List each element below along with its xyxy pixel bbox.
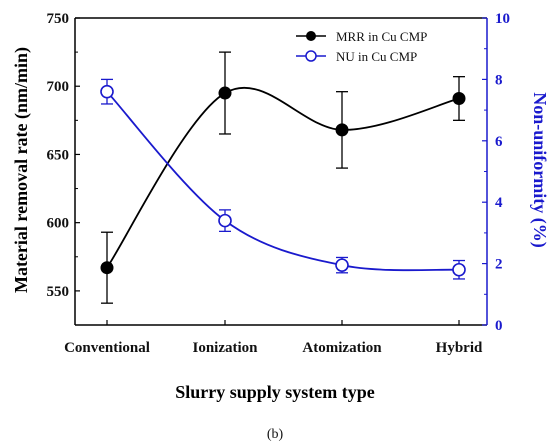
y-tick-label-right: 2	[495, 257, 503, 273]
series-curves	[106, 86, 460, 272]
y-tick-label-left: 550	[47, 284, 70, 300]
y-tick-label-right: 10	[495, 11, 510, 27]
x-tick-label: Conventional	[64, 340, 150, 356]
y-tick-label-right: 4	[495, 195, 503, 211]
tick-labels: 550 600 650 700 750 0 2 4 6 8 10 Conventional Ioniza…	[47, 11, 511, 356]
y-tick-label-left: 650	[47, 147, 70, 163]
data-point-mrr	[100, 261, 114, 275]
y-tick-label-left: 600	[47, 216, 70, 232]
series-markers	[100, 51, 466, 304]
y-tick-label-right: 6	[495, 134, 503, 150]
data-point-nu	[452, 262, 466, 277]
legend-label-nu: NU in Cu CMP	[336, 49, 417, 64]
y-tick-label-left: 700	[47, 79, 70, 95]
data-point-nu	[335, 258, 349, 272]
series-line-mrr	[106, 86, 460, 269]
y-tick-label-right: 8	[495, 72, 503, 88]
x-tick-label: Ionization	[192, 340, 258, 356]
y-axis-title-right: Non-uniformity (%)	[529, 92, 550, 248]
legend-marker-mrr	[306, 31, 316, 41]
x-tick-label: Atomization	[302, 340, 382, 356]
data-point-mrr	[452, 92, 466, 106]
data-point-nu	[218, 213, 232, 228]
data-point-nu	[100, 84, 114, 99]
data-point-mrr	[335, 123, 349, 137]
legend-label-mrr: MRR in Cu CMP	[336, 29, 427, 44]
axes	[74, 17, 488, 326]
x-tick-label: Hybrid	[436, 340, 483, 356]
legend-marker-nu	[305, 50, 317, 62]
y-tick-label-right: 0	[495, 318, 503, 334]
series-line-nu	[106, 91, 460, 272]
y-axis-title-left: Material removal rate (nm/min)	[11, 47, 32, 293]
figure-caption: (b)	[267, 427, 284, 442]
data-point-mrr	[218, 86, 232, 100]
x-axis-title: Slurry supply system type	[175, 382, 375, 402]
y-tick-label-left: 750	[47, 11, 70, 27]
legend: MRR in Cu CMP NU in Cu CMP	[296, 29, 427, 64]
